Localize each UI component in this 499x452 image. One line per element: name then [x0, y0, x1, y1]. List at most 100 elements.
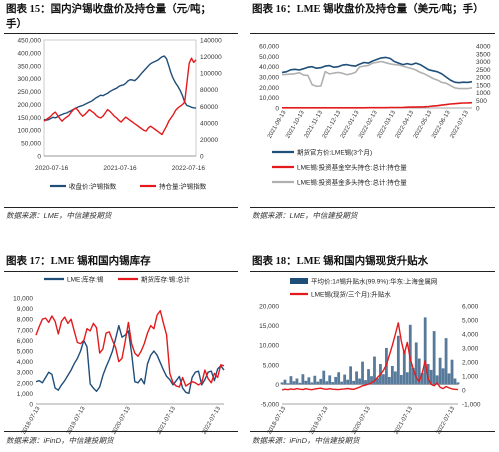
chart3-area-bar: [444, 338, 448, 385]
chart0-y-right-tick-label: 140000: [200, 38, 222, 45]
chart0-series-line-2: [43, 57, 197, 136]
chart3-area-bar: [387, 376, 391, 385]
chart2-y-left-tick-label: 10,000: [13, 296, 33, 303]
chart2-y-left-tick-label: 3,000: [17, 370, 34, 377]
chart0-y-left-tick-label: 400,000: [18, 50, 42, 57]
chart3-area-bar: [289, 376, 293, 385]
chart2-y-left-tick-label: 5,000: [17, 349, 34, 356]
chart1-series-line-1: [281, 56, 473, 84]
chart0-y-left-tick-label: 50,000: [21, 141, 41, 148]
chart3-area-bar: [399, 374, 403, 385]
panel-17-top-rule: [4, 271, 238, 272]
chart3-area-bar: [370, 376, 373, 385]
chart3-y-right-tick-label: -1,000: [462, 402, 481, 409]
chart1-y-right-tick-label: 1500: [476, 82, 491, 89]
chart3-area-bar: [322, 370, 326, 385]
chart1-x-tick-label: 2022-06-13: [431, 109, 452, 139]
chart3-y-right-tick-label: 1,000: [462, 374, 479, 381]
chart1-y-left-tick-label: 0: [275, 106, 279, 113]
panel-15-bottom-rule: [4, 207, 238, 208]
chart3-legend-label: 平均价:1#锡升贴水(99.9%):华东:上海金属网: [311, 277, 437, 286]
chart2-y-left-tick-label: 8,000: [17, 317, 34, 324]
chart1-y-right-tick-label: 0: [476, 106, 480, 113]
chart1-x-tick-label: 2022-01-13: [340, 109, 361, 139]
chart0-x-tick-label: 2021-07-16: [103, 165, 137, 172]
chart3-area-bar: [373, 356, 376, 385]
panel-16-top-rule: [250, 33, 495, 34]
chart3-area-bar: [390, 365, 394, 385]
chart3-area-bar: [286, 383, 290, 385]
chart1-y-left-tick-label: 10,000: [259, 95, 279, 102]
chart3-area-bar: [438, 357, 442, 385]
chart3-area-bar: [441, 368, 445, 385]
panel-16-title: 图表 16：LME 锡收盘价及持仓量（美元/吨；手）: [252, 4, 484, 15]
chart1-x-tick-label: 2022-02-13: [358, 109, 379, 139]
chart2-y-left-tick-label: 9,000: [17, 306, 34, 313]
chart3-y-left-tick-label: -5,000: [261, 402, 280, 409]
chart-15: 0 50,000 100,000 150,000 200,000 250,000 300,0…: [18, 38, 223, 191]
chart0-y-right-tick-label: 100000: [200, 71, 222, 78]
chart-18: -5,000 0 5,000 10,000 15,000 20,000 -1,000 0 1,0…: [259, 277, 481, 436]
chart3-y-right-tick-label: 3,000: [462, 346, 479, 353]
chart1-y-right-tick-label: 4000: [476, 44, 491, 51]
chart1-y-right-tick-label: 2500: [476, 67, 491, 74]
chart3-area-bar: [426, 364, 430, 385]
chart3-area-bar: [316, 381, 320, 385]
chart3-area-bar: [325, 381, 329, 385]
chart1-legend-label: LME锡:投资基金空头持仓:总计:持仓量: [297, 163, 407, 172]
panel-15-top-rule: [4, 33, 238, 34]
chart3-y-left-tick-label: 5,000: [263, 362, 280, 369]
panel-18: 图表 18：LME 锡和国内锡现货升贴水 -5,000 0 5,000 10,000 1…: [248, 228, 499, 452]
chart2-y-left-tick-label: 0: [29, 402, 33, 409]
panel-17-bottom-rule: [4, 431, 238, 432]
chart1-y-right-tick-label: 500: [476, 98, 487, 105]
chart3-area-bar: [319, 378, 323, 385]
chart0-y-left-tick-label: 450,000: [18, 38, 42, 45]
chart3-area-bar: [310, 382, 314, 385]
chart2-series-line-1: [35, 324, 225, 395]
chart3-area-bar: [393, 371, 397, 385]
panel-18-top-rule: [250, 271, 495, 272]
chart3-area-bar: [328, 375, 332, 385]
panel-16-bottom-rule: [250, 207, 495, 208]
chart0-y-left-tick-label: 0: [37, 154, 41, 161]
chart3-area-bar: [349, 366, 353, 385]
chart2-legend-label: LME:库存:锡: [67, 275, 104, 284]
chart3-area-bar: [396, 335, 400, 385]
chart3-area-bar: [292, 381, 296, 385]
chart1-y-left-tick-label: 20,000: [259, 85, 279, 92]
chart0-legend-label: 收盘价:沪锡指数: [69, 182, 117, 191]
chart2-legend-label: 期货库存:锡:总计: [141, 275, 191, 284]
chart3-area-bar: [408, 324, 412, 385]
chart1-series-line-2: [282, 101, 473, 109]
chart3-y-left-tick-label: 20,000: [259, 304, 279, 311]
chart3-area-bar: [313, 375, 317, 385]
chart1-y-right-tick-label: 3500: [476, 51, 491, 58]
chart0-y-right-tick-label: 80000: [200, 87, 218, 94]
chart3-area-bar: [414, 342, 418, 385]
chart3-area-bar: [456, 382, 460, 385]
chart3-area-bar: [453, 378, 457, 385]
panel-18-bottom-rule: [250, 431, 495, 432]
chart3-area-bar: [420, 373, 424, 385]
chart0-y-left-tick-label: 300,000: [18, 76, 42, 83]
chart1-x-tick-label: 2021-09-13: [267, 109, 288, 139]
chart3-area-bar: [283, 379, 287, 385]
chart2-y-left-tick-label: 4,000: [17, 359, 34, 366]
chart2-y-left-tick-label: 1,000: [17, 391, 34, 398]
chart3-y-right-tick-label: 6,000: [462, 304, 479, 311]
chart3-area-bar: [295, 378, 299, 385]
chart2-y-left-tick-label: 7,000: [17, 327, 34, 334]
chart3-area-bar: [447, 373, 451, 385]
panel-15-source: 数据来源：LME，中信建投期货: [6, 211, 112, 220]
chart3-legend-swatch: [290, 278, 308, 284]
chart3-y-right-tick-label: 2,000: [462, 360, 479, 367]
chart1-x-tick-label: 2022-07-13: [449, 109, 470, 139]
chart0-y-left-tick-label: 100,000: [18, 128, 42, 135]
panel-17: 图表 17：LME 锡和国内锡库存 0 1,000 2,000 3,000 4,000 5…: [0, 228, 240, 452]
chart1-y-right-tick-label: 2000: [476, 75, 491, 82]
chart1-y-right-tick-label: 1000: [476, 90, 491, 97]
chart0-x-tick-label: 2022-07-16: [172, 165, 206, 172]
chart3-area-bar: [364, 380, 367, 385]
chart3-area-bar: [361, 361, 364, 385]
